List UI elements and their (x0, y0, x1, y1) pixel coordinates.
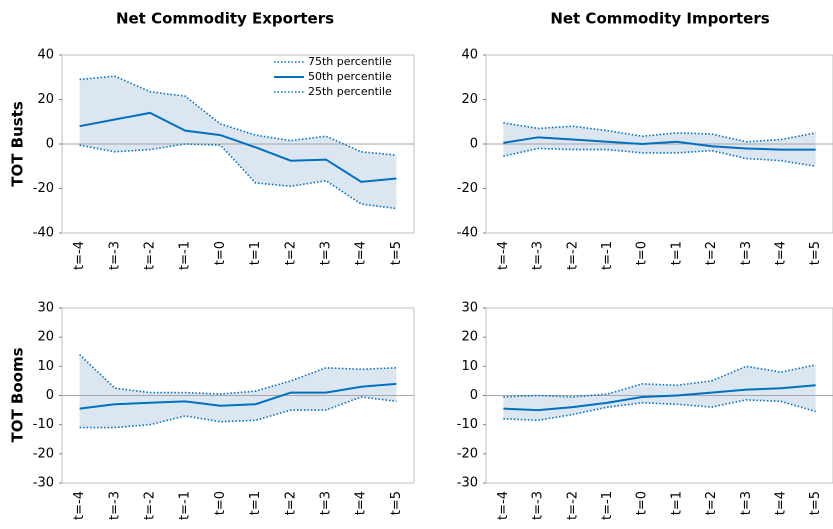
x-tick-label: t=4 (773, 491, 788, 515)
y-tick-label: 20 (461, 330, 478, 345)
series-line (503, 122, 816, 143)
series-line (79, 354, 397, 395)
x-tick-label: t=-2 (565, 491, 580, 520)
legend-label: 50th percentile (308, 70, 392, 83)
y-tick-label: -40 (33, 226, 54, 241)
x-tick-label: t=3 (319, 241, 334, 265)
x-tick-label: t=0 (635, 491, 650, 515)
y-tick-label: 0 (46, 388, 54, 403)
y-tick-label: -10 (457, 417, 478, 432)
percentile-band (503, 122, 816, 167)
series-line (79, 382, 397, 410)
x-tick-label: t=1 (248, 241, 263, 265)
y-tick-label: 0 (470, 137, 478, 152)
y-tick-label: 20 (37, 330, 54, 345)
series-line (503, 364, 816, 398)
x-tick-label: t=5 (808, 491, 823, 515)
x-tick-label: t=3 (319, 491, 334, 515)
x-tick-label: t=-2 (143, 241, 158, 270)
y-tick-label: 30 (37, 301, 54, 316)
x-tick-label: t=2 (283, 241, 298, 265)
y-tick-label: -20 (33, 181, 54, 196)
x-tick-label: t=-3 (531, 241, 546, 270)
x-tick-label: t=4 (773, 241, 788, 265)
y-tick-label: 10 (37, 359, 54, 374)
series-line (79, 143, 397, 210)
y-tick-label: -20 (457, 181, 478, 196)
x-tick-label: t=-1 (600, 241, 615, 270)
x-tick-label: t=1 (669, 241, 684, 265)
y-tick-label: -20 (457, 446, 478, 461)
column-title: Net Commodity Exporters (116, 10, 334, 28)
column-title: Net Commodity Importers (550, 10, 769, 28)
x-tick-label: t=-3 (531, 491, 546, 520)
y-tick-label: -40 (457, 226, 478, 241)
series-line (503, 384, 816, 412)
x-tick-label: t=0 (213, 491, 228, 515)
x-tick-label: t=1 (248, 491, 263, 515)
x-tick-label: t=-3 (107, 491, 122, 520)
x-tick-label: t=-1 (178, 491, 193, 520)
y-tick-label: -20 (33, 446, 54, 461)
x-tick-label: t=2 (283, 491, 298, 515)
percentile-band (79, 354, 397, 428)
series-line (503, 147, 816, 168)
series-line (79, 75, 397, 156)
x-tick-label: t=-1 (600, 491, 615, 520)
y-tick-label: 20 (37, 92, 54, 107)
x-tick-label: t=2 (704, 491, 719, 515)
x-tick-label: t=0 (635, 241, 650, 265)
x-tick-label: t=4 (354, 241, 369, 265)
x-tick-label: t=2 (704, 241, 719, 265)
legend-label: 25th percentile (308, 85, 392, 98)
row-title: TOT Busts (9, 101, 27, 187)
series-line (503, 136, 816, 151)
x-tick-label: t=3 (739, 491, 754, 515)
series-line (503, 399, 816, 422)
y-tick-label: 0 (470, 388, 478, 403)
x-tick-label: t=-3 (107, 241, 122, 270)
y-tick-label: 40 (461, 48, 478, 63)
x-tick-label: t=-4 (72, 241, 87, 270)
x-tick-label: t=-2 (565, 241, 580, 270)
x-tick-label: t=-4 (72, 491, 87, 520)
y-tick-label: 30 (461, 301, 478, 316)
y-tick-label: -30 (33, 476, 54, 491)
x-tick-label: t=5 (389, 241, 404, 265)
percentile-band (503, 364, 816, 421)
y-tick-label: 0 (46, 137, 54, 152)
legend-label: 75th percentile (308, 55, 392, 68)
x-tick-label: t=5 (389, 491, 404, 515)
x-tick-label: t=-2 (143, 491, 158, 520)
y-tick-label: 40 (37, 48, 54, 63)
x-tick-label: t=1 (669, 491, 684, 515)
y-tick-label: -30 (457, 476, 478, 491)
row-title: TOT Booms (9, 347, 27, 442)
y-tick-label: -10 (33, 417, 54, 432)
y-tick-label: 10 (461, 359, 478, 374)
series-line (79, 396, 397, 429)
x-tick-label: t=-4 (496, 241, 511, 270)
x-tick-label: t=3 (739, 241, 754, 265)
x-tick-label: t=-1 (178, 241, 193, 270)
series-line (79, 111, 397, 183)
y-tick-label: 20 (461, 92, 478, 107)
percentile-band (79, 76, 397, 209)
x-tick-label: t=-4 (496, 491, 511, 520)
x-tick-label: t=0 (213, 241, 228, 265)
x-tick-label: t=5 (808, 241, 823, 265)
x-tick-label: t=4 (354, 491, 369, 515)
